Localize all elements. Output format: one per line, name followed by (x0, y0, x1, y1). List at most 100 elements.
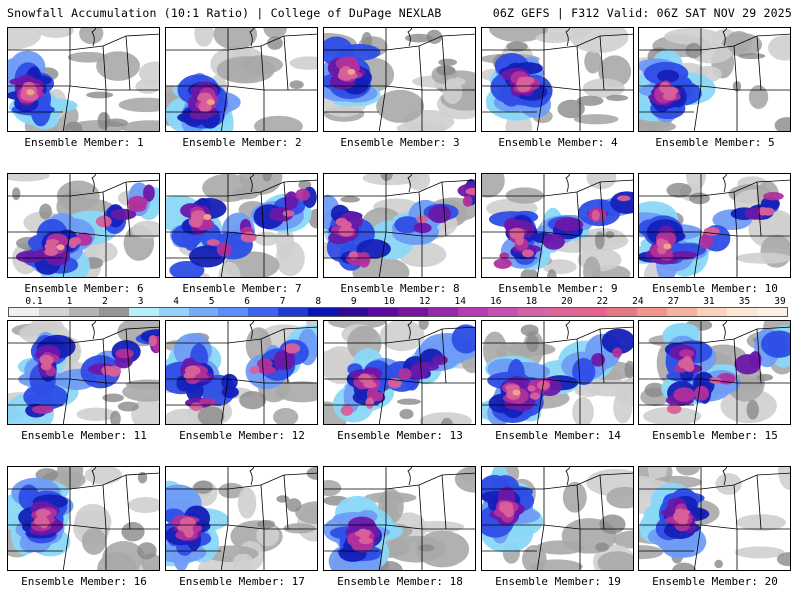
snowfall-contour (22, 91, 39, 102)
state-border (62, 524, 71, 570)
snowfall-contour (12, 187, 21, 201)
state-border (62, 231, 71, 277)
snowfall-contour (493, 258, 512, 269)
state-border (722, 467, 727, 486)
snowfall-contour (188, 245, 226, 268)
snowfall-contour (190, 402, 203, 412)
ensemble-member-label: Ensemble Member: 13 (321, 429, 479, 442)
ensemble-member-label: Ensemble Member: 15 (636, 429, 794, 442)
state-border (599, 181, 605, 237)
state-border (385, 472, 475, 490)
snowfall-map (639, 174, 790, 277)
snowfall-contour (510, 228, 525, 240)
state-border (543, 231, 581, 237)
state-border (536, 524, 545, 570)
ensemble-map-panel (481, 466, 634, 571)
ensemble-map-panel (323, 27, 476, 132)
state-border (249, 467, 254, 486)
snowfall-contour (358, 373, 371, 383)
snowfall-contour (86, 91, 114, 99)
snowfall-contour (79, 28, 104, 45)
state-border (565, 321, 570, 340)
snowfall-contour (199, 398, 216, 406)
snowfall-contour (778, 467, 790, 491)
snowfall-contour (521, 83, 532, 91)
colorbar-swatch (68, 308, 99, 316)
member-label-prefix: Ensemble Member: (179, 575, 286, 588)
snowfall-contour (102, 393, 124, 403)
colorbar-swatch (697, 308, 728, 316)
snowfall-contour (408, 366, 429, 380)
colorbar-labels: 0.1 1 2 3 4 5 6 7 8 9 10 12 14 16 18 20 22 24 27 31 35 39 (8, 296, 788, 307)
state-border (227, 472, 317, 490)
state-border (693, 85, 702, 131)
state-border (125, 474, 131, 530)
snowfall-contour (703, 227, 720, 236)
state-border (378, 231, 387, 277)
state-border (378, 524, 387, 570)
colorbar-swatch (457, 308, 488, 316)
colorbar-tick-label: 10 (383, 296, 395, 307)
state-border (91, 28, 96, 47)
snowfall-contour (272, 407, 299, 424)
state-border (543, 85, 581, 91)
snowfall-contour (190, 210, 207, 222)
snowfall-contour (694, 385, 710, 401)
member-number: 12 (291, 429, 305, 442)
snowfall-contour (338, 226, 354, 237)
colorbar-tick-label: 0.1 (25, 296, 43, 307)
ensemble-member-label: Ensemble Member: 12 (163, 429, 321, 442)
snowfall-contour (465, 187, 475, 196)
snowfall-contour (122, 381, 159, 402)
snowfall-contour (639, 545, 664, 560)
member-label-prefix: Ensemble Member: (495, 429, 602, 442)
snowfall-contour (348, 250, 359, 260)
snowfall-contour (221, 373, 238, 391)
state-border (756, 181, 762, 237)
snowfall-contour (97, 552, 137, 570)
colorbar-swatch (38, 308, 69, 316)
ensemble-map-panel (7, 320, 160, 425)
state-border (441, 328, 447, 384)
snowfall-contour (263, 28, 287, 39)
state-border (756, 474, 762, 530)
state-border (565, 28, 570, 47)
snowfall-map (324, 28, 475, 131)
state-border (407, 467, 412, 486)
member-label-prefix: Ensemble Member: (340, 282, 447, 295)
member-number: 3 (452, 136, 460, 149)
snowfall-contour (396, 121, 447, 131)
state-border (125, 181, 131, 237)
member-label-prefix: Ensemble Member: (498, 282, 605, 295)
snowfall-contour (38, 512, 47, 522)
snowfall-contour (748, 85, 769, 110)
member-number: 8 (452, 282, 460, 295)
snowfall-contour (379, 321, 425, 352)
snowfall-contour (254, 231, 280, 246)
snowfall-contour (131, 220, 159, 239)
colorbar-tick-label: 39 (774, 296, 786, 307)
snowfall-contour (283, 523, 316, 534)
colorbar-tick-label: 24 (632, 296, 644, 307)
colorbar-tick-label: 9 (350, 296, 357, 307)
snowfall-contour (535, 32, 574, 44)
snowfall-contour (442, 78, 463, 105)
member-number: 20 (764, 575, 778, 588)
snowfall-contour (135, 78, 159, 94)
colorbar-tick-label: 35 (738, 296, 751, 307)
snowfall-contour (672, 562, 697, 570)
snowfall-contour (572, 396, 594, 424)
snowfall-contour (128, 497, 159, 514)
ensemble-map-panel (165, 173, 318, 278)
snowfall-contour (735, 252, 790, 264)
ensemble-member-label: Ensemble Member: 16 (5, 575, 163, 588)
colorbar-tick-label: 5 (208, 296, 215, 307)
snowfall-contour (527, 385, 536, 392)
snowfall-contour (714, 559, 723, 569)
snowfall-contour (725, 30, 752, 54)
snowfall-contour (193, 480, 213, 494)
snowfall-contour (595, 542, 609, 552)
snowfall-map (324, 174, 475, 277)
state-border (693, 524, 702, 570)
snowfall-contour (639, 119, 676, 131)
